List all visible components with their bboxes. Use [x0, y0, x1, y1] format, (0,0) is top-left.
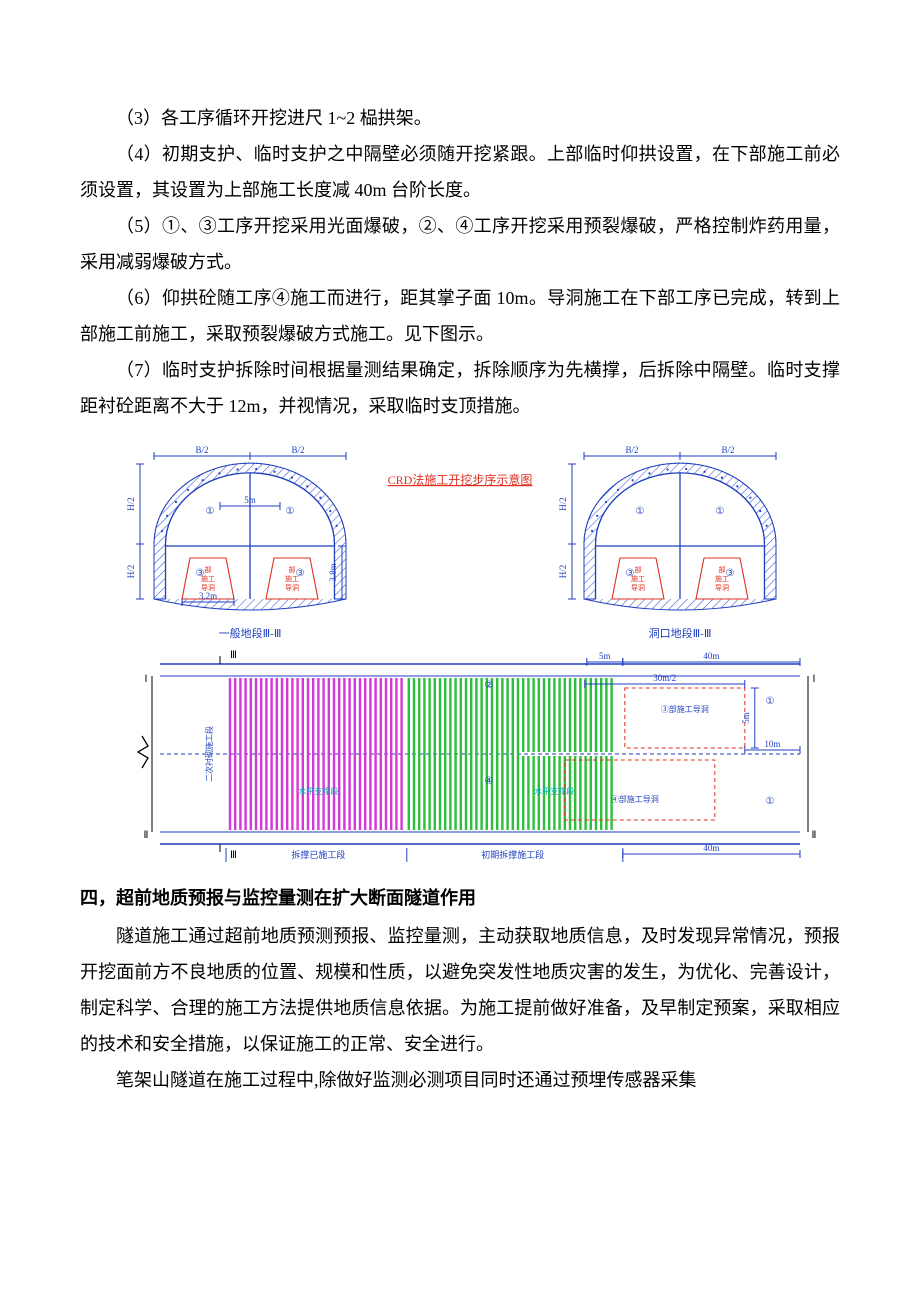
svg-text:3.8m: 3.8m	[328, 563, 338, 581]
svg-text:B/2: B/2	[721, 445, 734, 455]
paragraph-3: （3）各工序循环开挖进尺 1~2 榀拱架。	[80, 100, 840, 136]
svg-text:②: ②	[484, 680, 493, 691]
svg-text:导洞: 导洞	[631, 583, 645, 592]
svg-text:Ⅰ: Ⅰ	[813, 674, 816, 685]
svg-text:H/2: H/2	[558, 565, 568, 579]
svg-text:二次衬砌施工段: 二次衬砌施工段	[204, 726, 214, 782]
svg-text:40m: 40m	[703, 651, 719, 661]
svg-text:H/2: H/2	[558, 497, 568, 511]
crd-figure: ①①③③部施工导洞部施工导洞一般地段Ⅲ-ⅢB/2B/2H/2H/25m3.2m3…	[80, 434, 840, 874]
section-4-heading: 四，超前地质预报与监控量测在扩大断面隧道作用	[80, 880, 840, 916]
svg-text:Ⅱ: Ⅱ	[812, 830, 817, 841]
svg-text:部: 部	[289, 565, 296, 574]
svg-text:B/2: B/2	[625, 445, 638, 455]
svg-text:H/2: H/2	[126, 497, 136, 511]
svg-text:Ⅲ: Ⅲ	[230, 650, 237, 661]
svg-text:部: 部	[719, 565, 726, 574]
svg-text:3.2m: 3.2m	[199, 591, 217, 601]
svg-text:④部施工导洞: ④部施工导洞	[611, 794, 659, 804]
svg-text:B/2: B/2	[195, 445, 208, 455]
svg-text:③部施工导洞: ③部施工导洞	[661, 704, 709, 714]
svg-text:施工: 施工	[631, 574, 645, 583]
svg-text:施工: 施工	[201, 574, 215, 583]
svg-text:洞口地段Ⅲ-Ⅲ: 洞口地段Ⅲ-Ⅲ	[649, 626, 712, 640]
svg-text:B/2: B/2	[291, 445, 304, 455]
svg-text:①: ①	[716, 506, 725, 517]
svg-text:施工: 施工	[285, 574, 299, 583]
section-4-para-1: 隧道施工通过超前地质预测预报、监控量测，主动获取地质信息，及时发现异常情况，预报…	[80, 918, 840, 1062]
svg-text:H/2: H/2	[126, 565, 136, 579]
svg-text:Ⅲ: Ⅲ	[230, 850, 237, 861]
svg-text:导洞: 导洞	[285, 583, 299, 592]
svg-text:①: ①	[766, 796, 775, 807]
section-4-para-2: 笔架山隧道在施工过程中,除做好监测必测项目同时还通过预埋传感器采集	[80, 1062, 840, 1098]
paragraph-6: （6）仰拱砼随工序④施工而进行，距其掌子面 10m。导洞施工在下部工序已完成，转…	[80, 280, 840, 352]
paragraph-4: （4）初期支护、临时支护之中隔壁必须随开挖紧跟。上部临时仰拱设置，在下部施工前必…	[80, 136, 840, 208]
svg-text:①: ①	[206, 506, 215, 517]
svg-text:30m/2: 30m/2	[653, 673, 676, 683]
paragraph-5: （5）①、③工序开挖采用光面爆破，②、④工序开挖采用预裂爆破，严格控制炸药用量，…	[80, 208, 840, 280]
svg-text:Ⅱ: Ⅱ	[144, 830, 149, 841]
svg-text:施工: 施工	[715, 574, 729, 583]
svg-text:5m: 5m	[741, 712, 751, 724]
svg-text:部: 部	[635, 565, 642, 574]
svg-text:部: 部	[205, 565, 212, 574]
svg-text:10m: 10m	[764, 739, 780, 749]
svg-text:5m: 5m	[244, 495, 256, 505]
svg-text:初期拆撑施工段: 初期拆撑施工段	[481, 849, 544, 860]
svg-text:5m: 5m	[599, 651, 611, 661]
svg-text:④: ④	[484, 776, 493, 787]
paragraph-7: （7）临时支护拆除时间根据量测结果确定，拆除顺序为先横撑，后拆除中隔壁。临时支撑…	[80, 352, 840, 424]
svg-text:水平支撑段: 水平支撑段	[534, 786, 574, 796]
svg-text:拆撑已施工段: 拆撑已施工段	[291, 849, 345, 860]
svg-text:CRD法施工开挖步序示意图: CRD法施工开挖步序示意图	[388, 472, 533, 487]
svg-text:①: ①	[636, 506, 645, 517]
svg-text:40m: 40m	[703, 843, 719, 853]
svg-text:①: ①	[286, 506, 295, 517]
svg-text:导洞: 导洞	[715, 583, 729, 592]
svg-text:Ⅰ: Ⅰ	[145, 674, 148, 685]
svg-text:①: ①	[766, 696, 775, 707]
document-page: （3）各工序循环开挖进尺 1~2 榀拱架。 （4）初期支护、临时支护之中隔壁必须…	[0, 0, 920, 1158]
svg-text:一般地段Ⅲ-Ⅲ: 一般地段Ⅲ-Ⅲ	[219, 626, 282, 640]
svg-text:水平支撑段: 水平支撑段	[298, 786, 338, 796]
